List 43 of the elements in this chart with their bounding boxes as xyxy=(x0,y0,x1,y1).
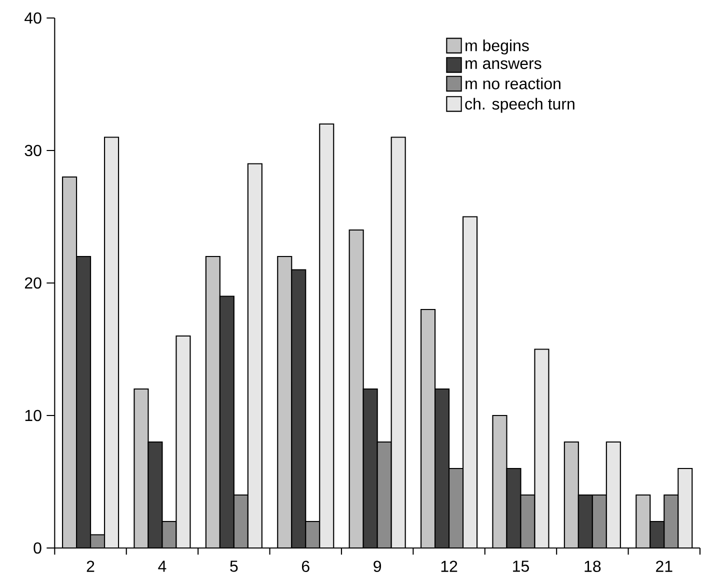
y-tick-label: 30 xyxy=(24,144,42,156)
legend-label: ch. speech turn xyxy=(465,98,574,113)
bar xyxy=(292,270,306,548)
legend-label: m answers xyxy=(466,60,542,70)
bar xyxy=(578,494,592,548)
x-tick-label: 21 xyxy=(656,560,672,572)
y-tick-label: 0 xyxy=(34,542,42,554)
bar xyxy=(592,494,606,548)
bar xyxy=(678,468,693,548)
bar xyxy=(391,137,406,548)
bar xyxy=(220,296,234,548)
x-tick-label: 12 xyxy=(441,560,458,572)
bar xyxy=(104,137,119,548)
legend-label: m no reaction xyxy=(466,78,560,90)
legend-label: m begins xyxy=(466,40,529,54)
bar xyxy=(377,442,392,548)
x-tick-label: 18 xyxy=(584,560,601,572)
x-tick-label: 4 xyxy=(158,560,166,572)
bar xyxy=(664,494,679,548)
x-tick-label: 9 xyxy=(374,560,382,572)
bar xyxy=(320,124,334,548)
bar xyxy=(564,442,578,548)
bar xyxy=(248,164,262,548)
bar xyxy=(234,494,248,548)
bar xyxy=(349,230,364,548)
bar xyxy=(421,309,436,548)
x-tick-label: 15 xyxy=(513,560,529,572)
bar xyxy=(278,256,292,548)
bar xyxy=(435,388,450,548)
bar xyxy=(363,388,378,548)
bar xyxy=(76,256,91,548)
y-tick-label: 20 xyxy=(24,277,42,289)
x-tick-label: 6 xyxy=(302,560,310,572)
y-tick-label: 10 xyxy=(25,410,42,422)
bar xyxy=(636,494,651,548)
bar xyxy=(62,176,77,548)
y-tick-label: 40 xyxy=(24,12,42,24)
bar xyxy=(206,256,220,548)
bar xyxy=(463,216,478,548)
x-tick-label: 5 xyxy=(230,560,238,572)
bar xyxy=(606,442,620,548)
bar xyxy=(449,468,464,548)
x-tick-label: 2 xyxy=(86,560,94,572)
